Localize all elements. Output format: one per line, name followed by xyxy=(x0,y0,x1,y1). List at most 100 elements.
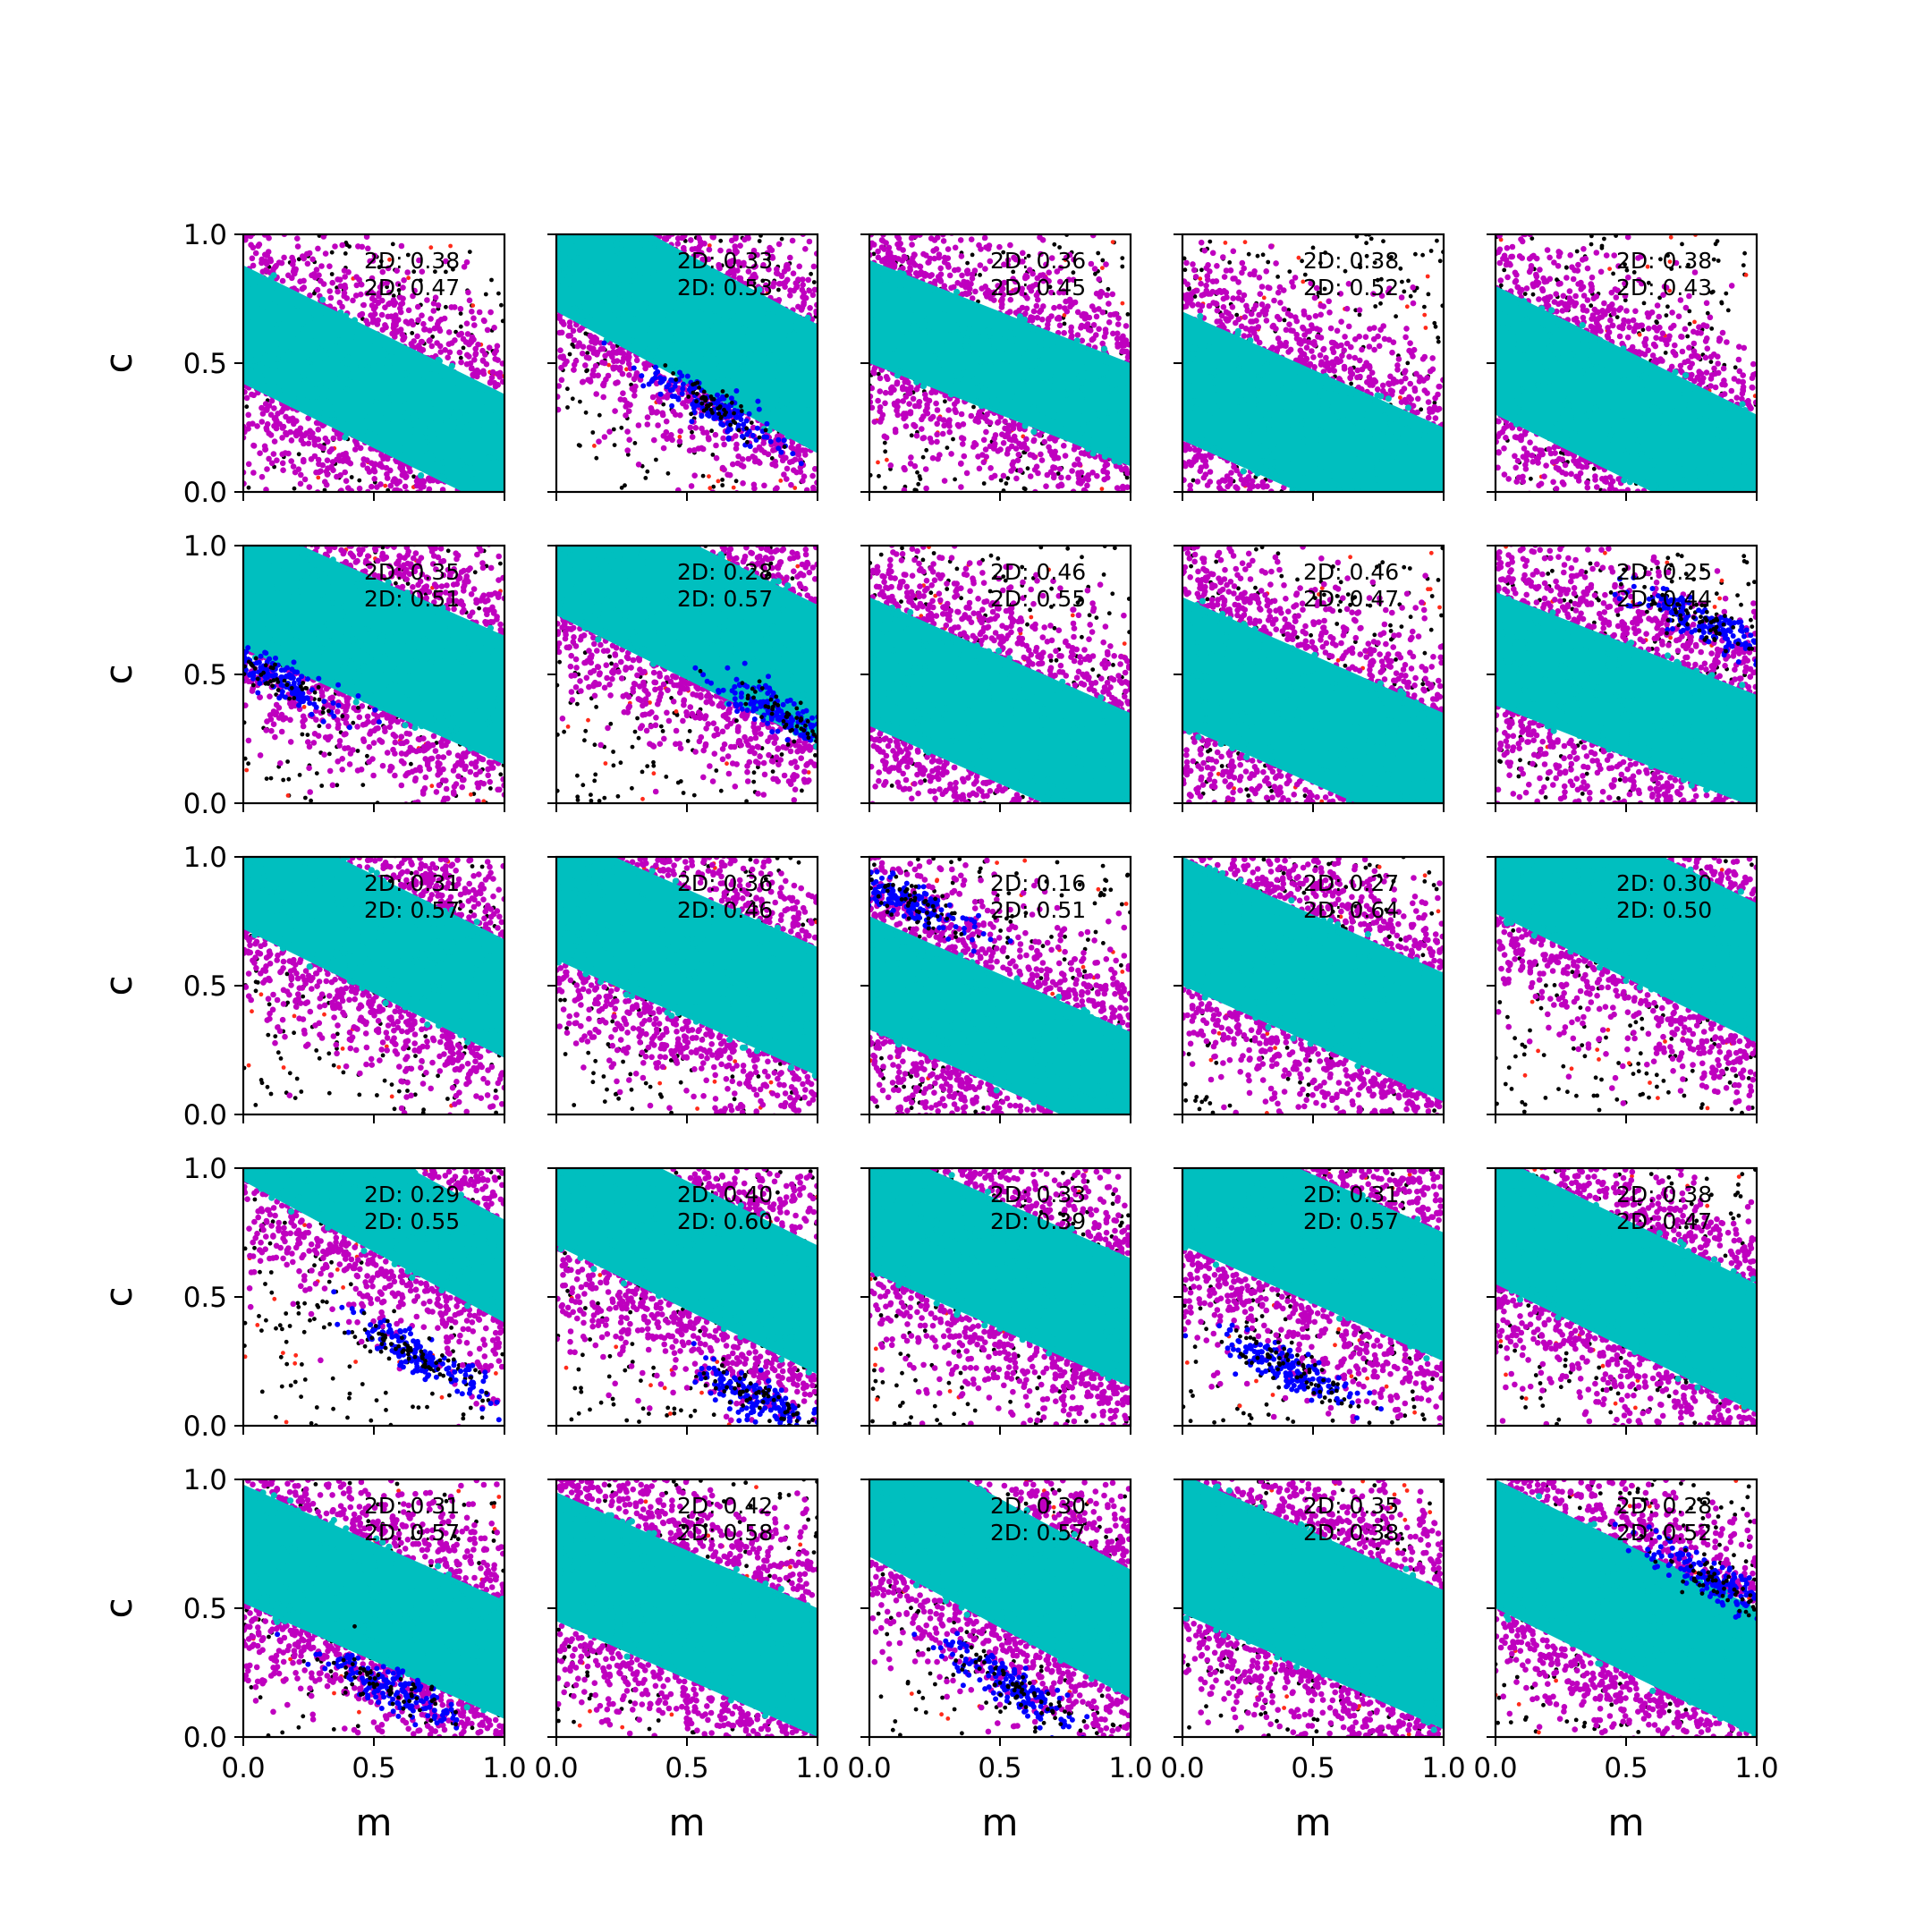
point-cyan xyxy=(257,360,264,369)
point-black xyxy=(711,484,716,489)
point-magenta xyxy=(380,455,386,462)
point-cyan xyxy=(744,289,751,296)
point-magenta xyxy=(375,299,382,306)
point-magenta xyxy=(1402,334,1409,341)
point-magenta xyxy=(969,271,976,278)
point-magenta xyxy=(557,347,564,354)
point-cyan xyxy=(603,211,609,217)
point-cyan xyxy=(919,383,928,390)
point-cyan xyxy=(947,391,954,398)
point-black xyxy=(1725,308,1731,313)
point-magenta xyxy=(600,394,606,401)
point-magenta xyxy=(243,428,248,436)
point-magenta xyxy=(1224,473,1231,479)
point-magenta xyxy=(878,415,885,422)
point-magenta xyxy=(809,472,816,479)
point-magenta xyxy=(1230,275,1236,282)
point-black xyxy=(1026,253,1031,258)
point-magenta xyxy=(1657,324,1663,331)
point-magenta xyxy=(558,364,564,371)
point-magenta xyxy=(1001,279,1008,286)
point-magenta xyxy=(1318,302,1324,309)
point-magenta xyxy=(1366,343,1373,350)
point-cyan xyxy=(1379,504,1385,510)
point-cyan xyxy=(928,286,936,293)
point-magenta xyxy=(738,462,744,469)
point-magenta xyxy=(1016,258,1023,265)
point-cyan xyxy=(708,323,716,330)
point-cyan xyxy=(747,349,754,357)
point-magenta xyxy=(573,321,580,328)
point-magenta xyxy=(800,282,806,288)
point-magenta xyxy=(442,347,449,353)
point-magenta xyxy=(981,234,988,242)
point-magenta xyxy=(379,268,386,275)
point-cyan xyxy=(1235,364,1242,372)
point-cyan xyxy=(1300,379,1307,387)
point-magenta xyxy=(1411,387,1419,394)
point-magenta xyxy=(316,461,322,468)
point-magenta xyxy=(475,341,481,348)
point-magenta xyxy=(980,459,987,466)
point-magenta xyxy=(259,411,267,417)
point-black xyxy=(723,412,727,417)
point-magenta xyxy=(1010,425,1017,432)
point-cyan xyxy=(1250,402,1257,409)
point-cyan xyxy=(766,427,773,434)
point-magenta xyxy=(754,251,760,258)
point-magenta xyxy=(1711,365,1717,372)
point-magenta xyxy=(1069,468,1075,474)
point-magenta xyxy=(1020,250,1026,257)
point-cyan xyxy=(575,218,581,225)
point-magenta xyxy=(566,323,573,330)
point-magenta xyxy=(1265,303,1271,309)
point-magenta xyxy=(571,337,578,343)
point-black xyxy=(444,304,448,309)
point-cyan xyxy=(1240,468,1247,475)
point-magenta xyxy=(458,330,465,337)
point-magenta xyxy=(1004,433,1012,440)
point-magenta xyxy=(319,422,326,429)
point-magenta xyxy=(1213,278,1220,284)
point-cyan xyxy=(421,424,428,431)
point-cyan xyxy=(693,292,700,299)
point-magenta xyxy=(1256,339,1263,346)
point-magenta xyxy=(1113,494,1119,500)
point-magenta xyxy=(1313,284,1320,292)
point-cyan xyxy=(1206,411,1213,419)
point-magenta xyxy=(660,445,667,452)
point-magenta xyxy=(1182,446,1189,453)
point-magenta xyxy=(499,360,504,367)
point-cyan xyxy=(566,280,573,287)
point-black xyxy=(1640,327,1646,333)
point-magenta xyxy=(556,406,562,413)
point-magenta xyxy=(479,357,487,364)
point-magenta xyxy=(795,452,802,458)
point-magenta xyxy=(957,237,964,243)
point-magenta xyxy=(279,277,286,284)
point-magenta xyxy=(653,410,660,416)
point-magenta xyxy=(401,277,407,284)
point-magenta xyxy=(706,246,713,253)
point-magenta xyxy=(948,451,954,457)
point-black xyxy=(458,355,463,360)
point-magenta xyxy=(281,254,287,261)
point-magenta xyxy=(1058,474,1064,481)
point-magenta xyxy=(1263,318,1270,324)
point-red xyxy=(1062,313,1067,318)
point-cyan xyxy=(1002,333,1009,340)
point-cyan xyxy=(352,334,360,341)
point-cyan xyxy=(1125,381,1131,389)
point-cluster-cyan xyxy=(556,234,818,453)
point-magenta xyxy=(1187,487,1193,492)
point-cyan xyxy=(343,386,350,394)
point-black xyxy=(1436,339,1441,344)
point-black xyxy=(1687,321,1692,326)
point-magenta xyxy=(274,457,280,463)
point-cyan xyxy=(1373,476,1381,483)
point-magenta xyxy=(1182,477,1187,483)
point-magenta xyxy=(1398,378,1404,386)
point-cyan xyxy=(274,361,282,369)
point-magenta xyxy=(1007,296,1014,303)
point-cyan xyxy=(724,377,731,384)
